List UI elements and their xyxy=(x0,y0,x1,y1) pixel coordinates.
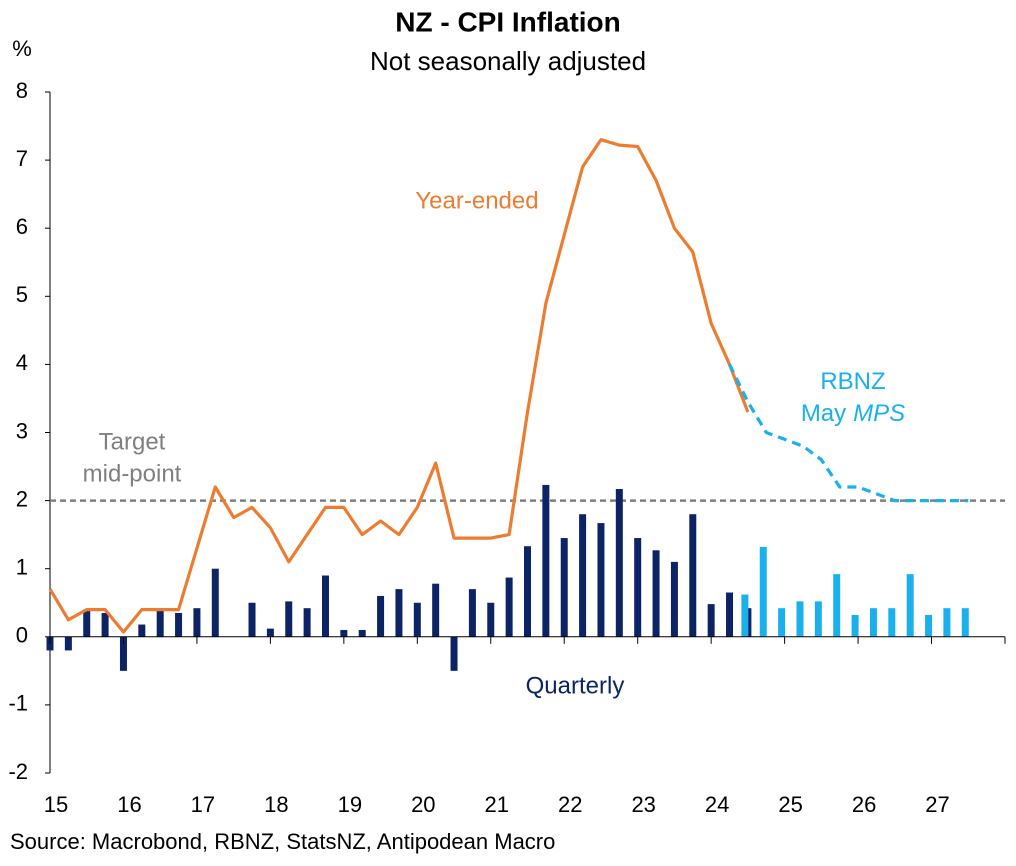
x-tick-label: 26 xyxy=(852,792,876,817)
bar xyxy=(64,636,72,651)
bar xyxy=(321,575,329,637)
bar xyxy=(542,484,550,637)
annotation: May MPS xyxy=(801,400,905,427)
bar xyxy=(634,538,642,637)
annotation-part: MPS xyxy=(853,400,905,427)
x-tick-label: 20 xyxy=(411,792,435,817)
x-tick-label: 22 xyxy=(558,792,582,817)
bar xyxy=(211,568,219,637)
bar xyxy=(119,636,127,671)
bar xyxy=(707,604,715,637)
bar xyxy=(303,608,311,637)
y-tick-label: 2 xyxy=(16,486,28,511)
y-unit: % xyxy=(12,36,32,61)
bar xyxy=(560,538,568,637)
bar xyxy=(579,514,587,637)
bar xyxy=(524,546,531,637)
x-tick-label: 19 xyxy=(338,792,362,817)
bar xyxy=(395,589,403,637)
bar xyxy=(597,523,605,637)
bar xyxy=(266,628,274,637)
bar xyxy=(175,612,183,637)
bar xyxy=(432,583,440,637)
bar xyxy=(468,589,476,637)
series-label: Quarterly xyxy=(526,672,625,699)
bar xyxy=(906,574,914,637)
y-tick-label: 0 xyxy=(16,623,28,648)
y-tick-label: -2 xyxy=(8,759,28,784)
chart-title: NZ - CPI Inflation xyxy=(395,6,621,37)
bar xyxy=(869,608,877,637)
y-tick-label: 3 xyxy=(16,418,28,443)
x-tick-label: 16 xyxy=(117,792,141,817)
bar xyxy=(340,629,348,637)
y-tick-label: 1 xyxy=(16,555,28,580)
bar xyxy=(156,609,164,637)
bar xyxy=(377,595,385,637)
x-tick-label: 27 xyxy=(925,792,949,817)
source-note: Source: Macrobond, RBNZ, StatsNZ, Antipo… xyxy=(10,829,555,854)
y-tick-label: 4 xyxy=(16,350,28,375)
x-tick-label: 15 xyxy=(44,792,68,817)
bar xyxy=(615,489,623,637)
y-tick-label: 6 xyxy=(16,214,28,239)
bar xyxy=(741,594,749,637)
bar xyxy=(285,601,293,637)
annotation-part: RBNZ xyxy=(820,368,885,395)
x-tick-label: 23 xyxy=(631,792,655,817)
x-tick-label: 24 xyxy=(705,792,729,817)
bar xyxy=(778,608,786,637)
bar xyxy=(833,574,841,637)
bar xyxy=(943,608,951,637)
bar xyxy=(689,514,697,637)
annotation-part: May xyxy=(801,400,846,427)
y-tick-label: 5 xyxy=(16,282,28,307)
bar xyxy=(487,602,495,637)
line xyxy=(728,363,969,503)
bar xyxy=(796,601,804,637)
bar xyxy=(248,602,256,637)
bar xyxy=(888,608,896,637)
annotation: RBNZ xyxy=(820,368,885,395)
bar xyxy=(138,624,146,637)
bar xyxy=(814,601,822,637)
bar xyxy=(726,592,734,637)
x-tick-label: 21 xyxy=(485,792,509,817)
bar xyxy=(83,609,91,637)
chart-subtitle: Not seasonally adjusted xyxy=(370,46,646,76)
y-tick-label: 8 xyxy=(16,78,28,103)
x-tick-label: 18 xyxy=(264,792,288,817)
bar xyxy=(961,608,969,637)
bar xyxy=(670,561,678,637)
bar xyxy=(193,608,201,637)
bar xyxy=(358,629,366,637)
bar xyxy=(851,615,859,637)
target-label: Target xyxy=(99,428,166,455)
bar xyxy=(101,612,109,637)
bar xyxy=(413,602,421,637)
bar xyxy=(759,546,767,637)
y-tick-label: 7 xyxy=(16,146,28,171)
x-tick-label: 17 xyxy=(191,792,215,817)
series-label: Year-ended xyxy=(415,187,538,214)
target-label: mid-point xyxy=(83,460,182,487)
x-tick-label: 25 xyxy=(778,792,802,817)
y-tick-label: -1 xyxy=(8,691,28,716)
bar xyxy=(505,577,513,637)
bar xyxy=(450,636,458,671)
bar xyxy=(925,615,933,637)
line xyxy=(48,138,750,634)
bar xyxy=(652,550,660,637)
